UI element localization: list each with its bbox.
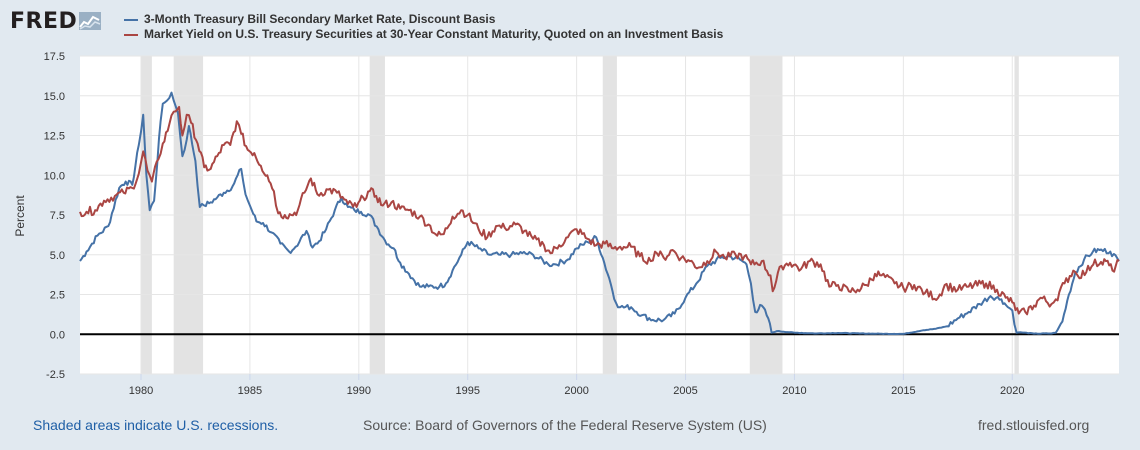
- legend-item-tbill[interactable]: 3-Month Treasury Bill Secondary Market R…: [124, 12, 723, 27]
- x-tick-label: 2000: [564, 385, 588, 397]
- y-tick-label: 7.5: [50, 210, 65, 222]
- y-tick-label: 10.0: [44, 170, 65, 182]
- x-tick-label: 1985: [238, 385, 262, 397]
- legend-label-30yr: Market Yield on U.S. Treasury Securities…: [144, 27, 724, 41]
- x-tick-label: 1990: [347, 385, 371, 397]
- y-tick-label: 5.0: [50, 250, 65, 262]
- y-tick-label: 0.0: [50, 329, 65, 341]
- logo-text: FRED: [10, 8, 78, 34]
- x-tick-label: 2010: [782, 385, 806, 397]
- x-tick-label: 2015: [891, 385, 915, 397]
- gridlines: [80, 55, 1119, 375]
- chart-legend: 3-Month Treasury Bill Secondary Market R…: [124, 12, 723, 42]
- fred-logo[interactable]: FRED: [10, 8, 102, 34]
- x-axis-ticks: 1980 1985 1990 1995 2000 2005 2010 2015 2020: [129, 374, 1025, 397]
- series-line-30yr: [79, 105, 1120, 316]
- legend-item-30yr[interactable]: Market Yield on U.S. Treasury Securities…: [124, 27, 723, 42]
- line-chart[interactable]: -2.50.02.55.07.510.012.515.017.5 1980 198…: [0, 0, 1140, 410]
- x-tick-label: 1995: [455, 385, 479, 397]
- series-line-tbill: [79, 91, 1120, 336]
- x-tick-label: 2005: [673, 385, 697, 397]
- legend-swatch-30yr: [124, 33, 138, 36]
- y-tick-label: 2.5: [50, 290, 65, 302]
- y-tick-label: 17.5: [44, 51, 65, 63]
- y-axis-label: Percent: [13, 195, 27, 237]
- recession-note-link[interactable]: Shaded areas indicate U.S. recessions.: [33, 417, 279, 433]
- y-tick-label: -2.5: [46, 369, 65, 381]
- x-tick-label: 1980: [129, 385, 153, 397]
- series-lines: [79, 91, 1120, 336]
- legend-label-tbill: 3-Month Treasury Bill Secondary Market R…: [144, 12, 496, 26]
- y-tick-label: 15.0: [44, 91, 65, 103]
- x-tick-label: 2020: [1000, 385, 1024, 397]
- y-tick-label: 12.5: [44, 131, 65, 143]
- site-link[interactable]: fred.stlouisfed.org: [978, 417, 1090, 433]
- y-axis-ticks: -2.5 0.0 2.5 5.0 7.5 10.0 12.5 15.0 17.5: [44, 51, 65, 381]
- source-text: Source: Board of Governors of the Federa…: [363, 417, 767, 433]
- chart-line-icon: [79, 12, 102, 30]
- legend-swatch-tbill: [124, 18, 138, 21]
